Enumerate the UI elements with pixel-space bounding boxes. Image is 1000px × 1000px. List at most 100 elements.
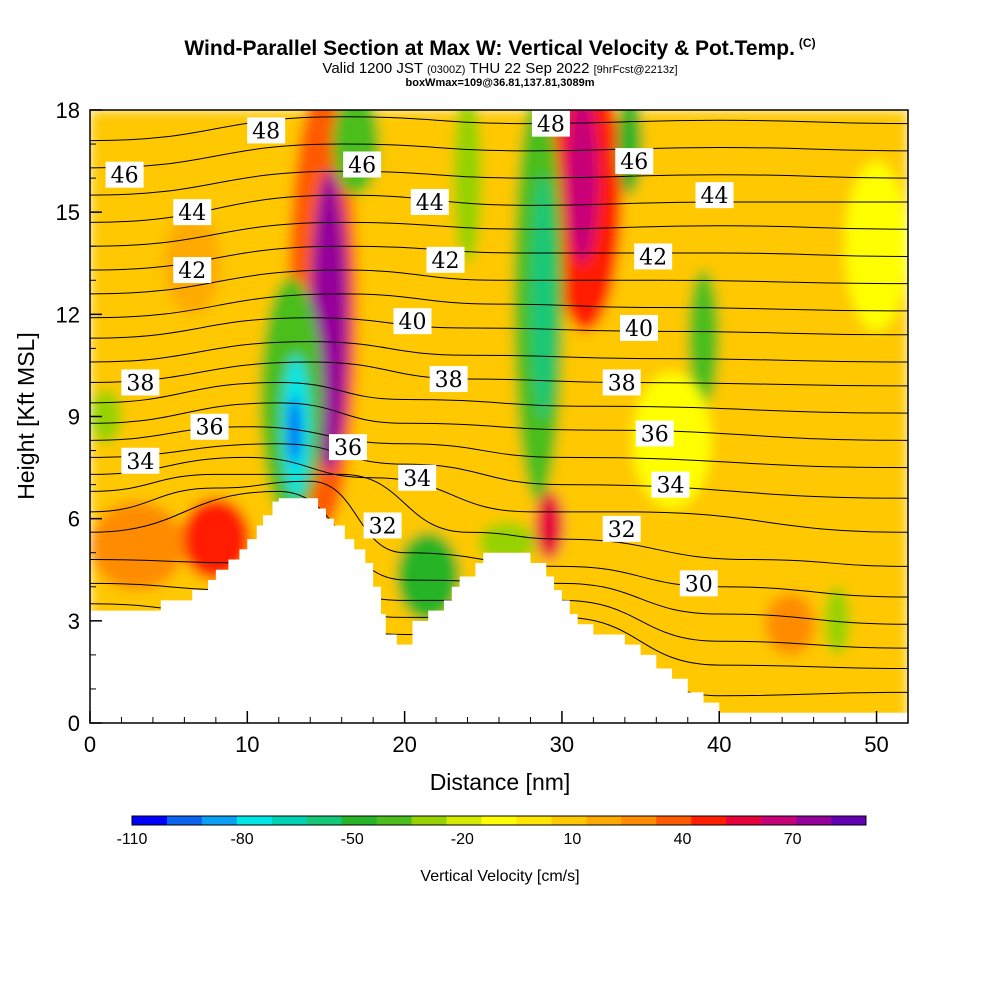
contour-label-box [173, 199, 212, 226]
contour-label: 48 [252, 119, 280, 144]
contour-label-box [328, 434, 367, 461]
contour-label: 36 [196, 416, 224, 441]
velocity-feature [764, 593, 816, 655]
velocity-feature [566, 110, 599, 264]
contour-label: 42 [178, 259, 206, 284]
contour-label: 38 [126, 371, 154, 396]
colorbar-swatch [306, 816, 343, 825]
colorbar-swatch [341, 816, 377, 825]
colorbar-swatch [166, 816, 203, 825]
velocity-feature [181, 498, 251, 580]
contour-label-box [620, 314, 659, 341]
theta-contour-line [90, 194, 908, 223]
theta-contour-line [90, 341, 908, 363]
x-axis-title: Distance [nm] [430, 769, 571, 795]
contour-label: 40 [625, 317, 653, 342]
theta-contour-line [90, 381, 908, 414]
colorbar-swatch [516, 816, 552, 825]
theta-contour-line [90, 317, 908, 339]
contour-label-box [190, 413, 229, 440]
theta-contour-line [90, 143, 908, 169]
x-tick-label: 20 [392, 732, 416, 757]
colorbar-swatch [271, 816, 308, 825]
colorbar-swatch [691, 816, 727, 825]
contour-label: 34 [126, 450, 154, 475]
chart-subtitle: Valid 1200 JST (0300Z) THU 22 Sep 2022 [… [322, 60, 678, 77]
colorbar-swatch [411, 816, 447, 825]
contour-label-box [121, 369, 160, 396]
contour-label: 42 [639, 245, 667, 270]
contour-label: 46 [620, 150, 648, 175]
contour-label: 46 [348, 153, 376, 178]
contour-label: 48 [537, 113, 565, 138]
colorbar-swatch [726, 816, 762, 825]
contour-label: 44 [416, 191, 444, 216]
contour-label: 42 [432, 249, 460, 274]
colorbar-swatch [586, 816, 622, 825]
colorbar-swatch [761, 816, 797, 825]
contour-label-box [531, 110, 570, 137]
x-tick-label: 0 [84, 732, 96, 757]
contour-label: 38 [608, 371, 636, 396]
colorbar-swatch [446, 816, 482, 825]
contour-label: 44 [701, 184, 729, 209]
contour-label-box [173, 257, 212, 284]
contour-label: 30 [685, 572, 713, 597]
theta-contour-line [90, 473, 908, 567]
x-tick-label: 40 [707, 732, 731, 757]
contour-label-box [105, 161, 144, 188]
colorbar-tick-label: -110 [117, 831, 148, 848]
colorbar-swatch [481, 816, 517, 825]
contour-label-box [679, 570, 718, 597]
colorbar-swatch [201, 816, 238, 825]
y-tick-label: 3 [68, 609, 80, 634]
contour-label: 44 [178, 201, 206, 226]
velocity-feature [687, 270, 720, 407]
velocity-feature [90, 501, 185, 591]
y-tick-label: 15 [56, 200, 80, 225]
contour-label: 38 [435, 368, 463, 393]
contour-label-box [429, 366, 468, 393]
theta-contour-line [90, 480, 908, 598]
contour-label: 46 [111, 164, 139, 189]
colorbar-swatch [831, 816, 867, 825]
y-tick-label: 6 [68, 507, 80, 532]
y-tick-label: 18 [56, 98, 80, 123]
colorbar-swatch [236, 816, 273, 825]
contour-labels: 48 46 46 48 46 44 44 44 42 42 42 40 40 38 38 38 36 36 36 34… [105, 110, 734, 597]
copyright-mark: (C) [798, 36, 816, 50]
contour-label-box [602, 369, 641, 396]
colorbar-tick-label: -80 [231, 831, 254, 848]
contour-label-box [363, 512, 402, 539]
velocity-feature [288, 396, 301, 465]
x-tick-label: 10 [235, 732, 259, 757]
velocity-feature [616, 110, 643, 196]
colorbar-tick-label: 10 [564, 831, 582, 848]
chart-boxline: boxWmax=109@36.81,137.81,3089m [405, 77, 595, 89]
theta-contour-line [90, 221, 908, 247]
contour-label: 34 [656, 474, 684, 499]
colorbar-swatch [621, 816, 657, 825]
velocity-feature [530, 174, 556, 420]
colorbar-tick-label: 40 [674, 831, 692, 848]
theta-contour-line [90, 402, 908, 441]
theta-contour-line [90, 116, 908, 142]
theta-contour-line [90, 170, 908, 196]
colorbar-tick-label: -50 [341, 831, 364, 848]
contour-label-box [602, 515, 641, 542]
colorbar-frame [131, 815, 867, 826]
colorbar-tick-label: -20 [451, 831, 474, 848]
contour-label: 32 [608, 518, 636, 543]
colorbar-tick-label: 70 [784, 831, 802, 848]
contour-label: 40 [398, 310, 426, 335]
contour-label-box [615, 148, 654, 175]
velocity-feature [824, 586, 850, 655]
velocity-feature [845, 161, 908, 332]
contour-label-box [410, 188, 449, 215]
contour-label-box [398, 464, 437, 491]
theta-contour-line [90, 269, 908, 295]
velocity-feature [453, 110, 482, 264]
contour-label-box [695, 182, 734, 209]
